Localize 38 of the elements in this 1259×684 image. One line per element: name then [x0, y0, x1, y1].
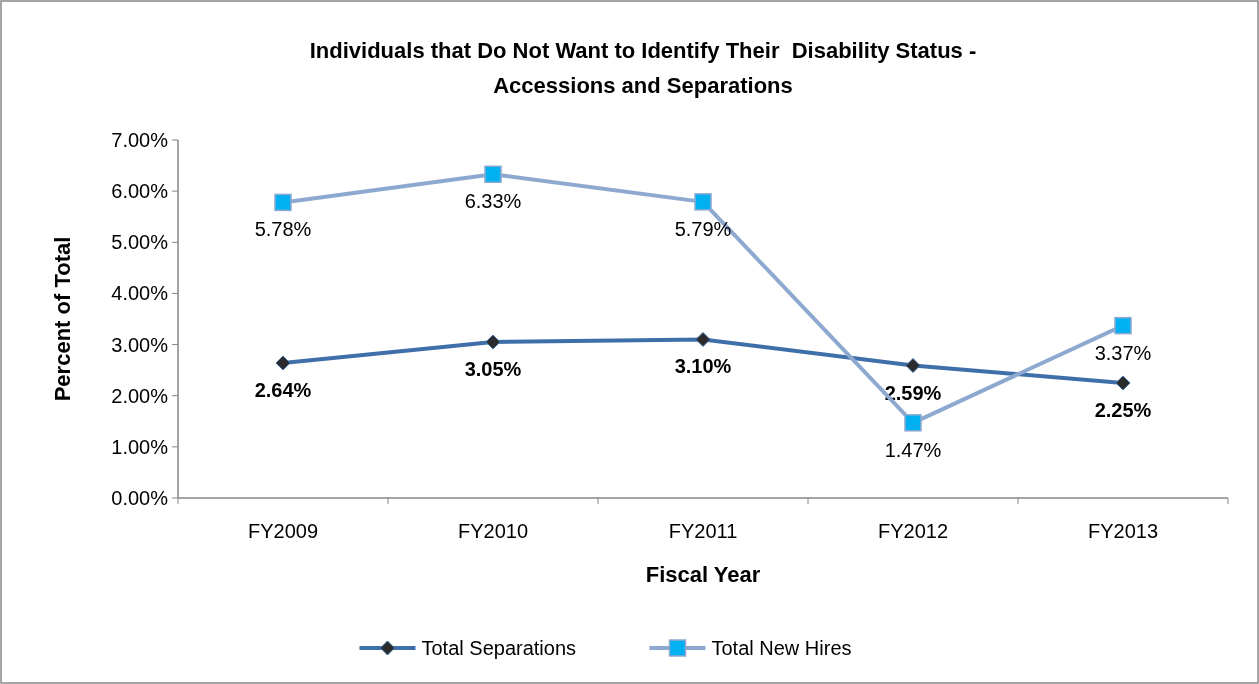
point — [695, 331, 711, 347]
data-label: 2.59% — [884, 381, 942, 404]
x-tick-label: FY2009 — [247, 520, 319, 542]
y-axis-title: Percent of Total — [50, 236, 75, 402]
y-tick-label: 4.00% — [111, 282, 169, 305]
data-label: 1.47% — [884, 438, 942, 461]
x-tick-label: FY2010 — [457, 520, 529, 542]
point — [274, 193, 292, 212]
y-tick-label: 5.00% — [111, 231, 169, 254]
x-axis-title: Fiscal Year — [645, 562, 761, 587]
point — [694, 193, 712, 211]
data-label: 3.37% — [1094, 341, 1152, 364]
legend-label: Total New Hires — [711, 637, 852, 659]
point — [275, 355, 291, 371]
point — [1114, 316, 1132, 335]
x-tick-label: FY2013 — [1087, 520, 1159, 542]
legend-label: Total Separations — [421, 637, 577, 659]
point — [1115, 375, 1131, 391]
y-tick-label: 7.00% — [111, 129, 169, 151]
y-tick-label: 2.00% — [111, 384, 169, 407]
point — [484, 165, 502, 184]
y-tick-label: 3.00% — [111, 333, 169, 356]
data-label: 5.78% — [254, 218, 312, 241]
data-label: 2.25% — [1094, 398, 1152, 421]
chart-title: Individuals that Do Not Want to Identify Their Disability Status - Accessions and Separations — [309, 38, 977, 98]
y-tick-label: 1.00% — [111, 435, 169, 458]
data-label: 5.79% — [674, 217, 732, 240]
point — [905, 358, 921, 374]
data-label: 6.33% — [464, 190, 522, 213]
point — [485, 334, 501, 350]
y-tick-label: 6.00% — [111, 180, 169, 203]
data-label: 3.05% — [464, 358, 522, 381]
x-tick-label: FY2012 — [877, 520, 949, 542]
y-tick-label: 0.00% — [111, 487, 169, 509]
x-tick-label: FY2011 — [668, 520, 738, 542]
data-label: 3.10% — [674, 355, 732, 378]
point — [904, 414, 922, 432]
data-label: 2.64% — [254, 378, 312, 401]
